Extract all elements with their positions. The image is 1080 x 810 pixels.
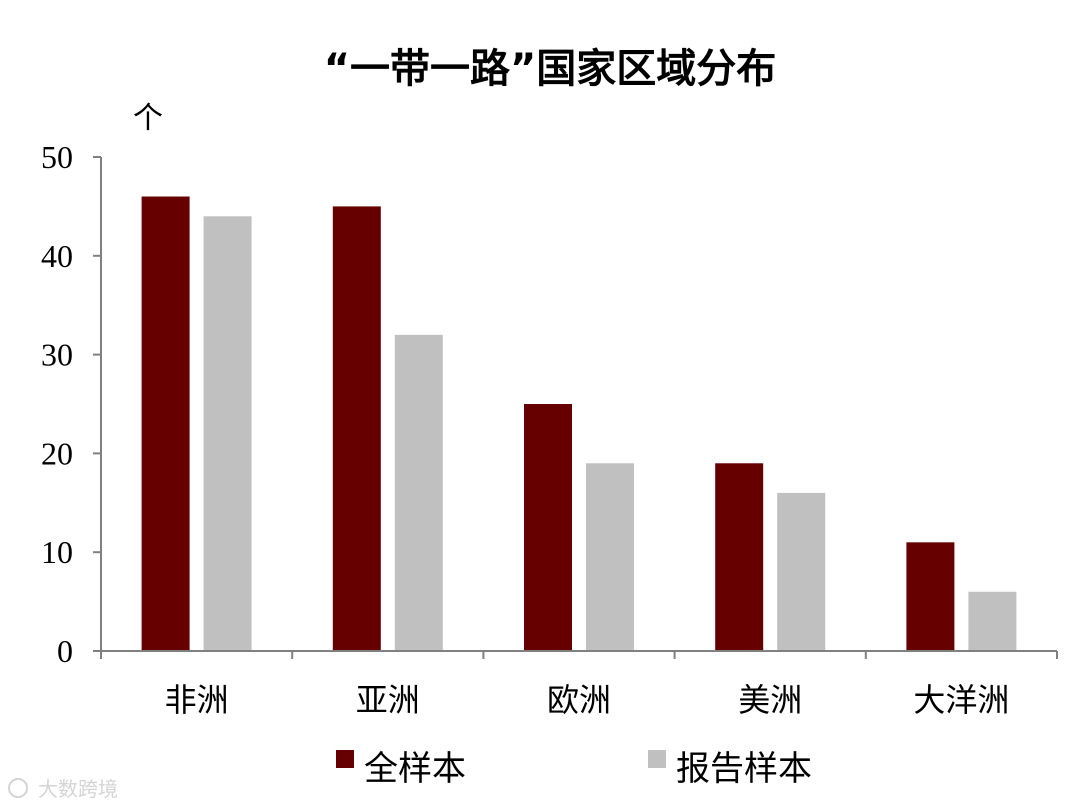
bar-report-sample — [586, 463, 634, 651]
y-tick-label: 10 — [41, 534, 73, 570]
bar-full-sample — [524, 404, 572, 651]
legend-label: 全样本 — [364, 749, 466, 789]
x-category-label: 大洋洲 — [913, 681, 1009, 719]
bar-full-sample — [141, 196, 190, 651]
legend-label: 报告样本 — [676, 749, 812, 789]
bars — [141, 196, 1017, 651]
watermark: 大数跨境 — [8, 777, 118, 801]
category-labels: 非洲 亚洲 欧洲 美洲 大洋洲 — [165, 681, 1010, 719]
y-axis-unit: 个 — [133, 101, 163, 136]
legend-swatch — [648, 750, 666, 768]
chart-title: “一带一路”国家区域分布 — [324, 46, 777, 92]
watermark-text: 大数跨境 — [38, 777, 118, 801]
y-tick-label: 0 — [57, 633, 73, 669]
bar-full-sample — [906, 542, 955, 651]
bar-report-sample — [394, 334, 443, 651]
x-category-label: 非洲 — [165, 681, 229, 719]
legend: 全样本 报告样本 — [336, 749, 812, 789]
y-tick-label: 30 — [41, 337, 73, 373]
x-category-label: 欧洲 — [547, 681, 611, 719]
bar-full-sample — [715, 463, 764, 651]
bar-report-sample — [203, 216, 252, 651]
bar-report-sample — [968, 591, 1017, 651]
y-axis-ticks: 0 10 20 30 40 50 — [41, 139, 101, 669]
legend-swatch — [336, 750, 354, 768]
y-tick-label: 50 — [41, 139, 73, 175]
x-category-label: 亚洲 — [356, 681, 420, 719]
watermark-logo-icon — [8, 778, 28, 798]
x-category-label: 美洲 — [738, 681, 802, 719]
y-tick-label: 40 — [41, 238, 73, 274]
bar-full-sample — [332, 206, 381, 651]
y-tick-label: 20 — [41, 435, 73, 471]
axes — [100, 157, 1058, 659]
bar-report-sample — [777, 492, 826, 651]
